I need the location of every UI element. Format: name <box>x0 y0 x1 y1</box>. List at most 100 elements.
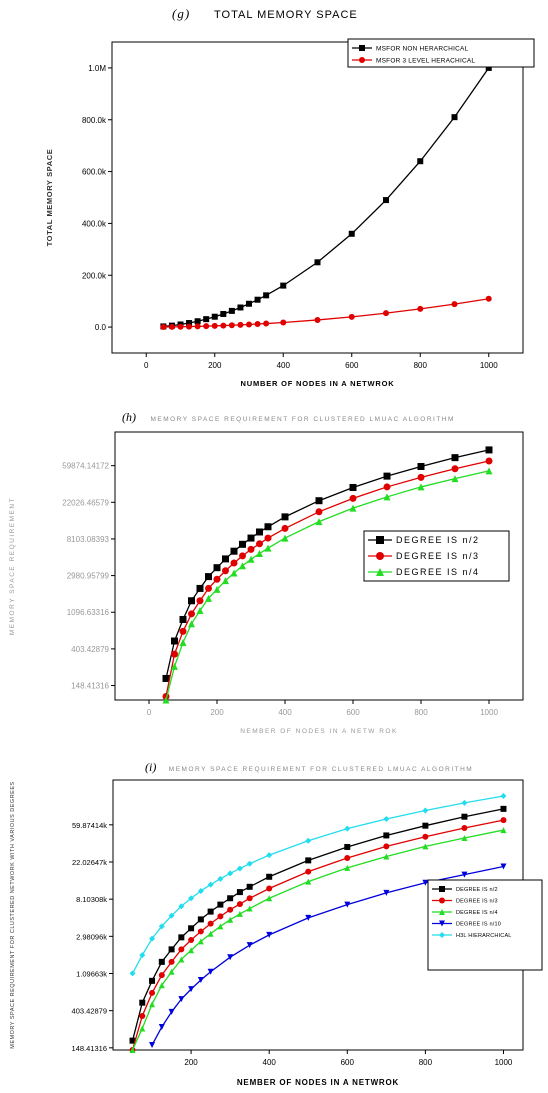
data-point-4 <box>383 889 390 896</box>
data-point-1 <box>162 674 170 682</box>
legend-marker <box>439 897 445 904</box>
data-point-2 <box>186 323 193 330</box>
data-point-1 <box>263 292 270 299</box>
data-point-3 <box>149 1001 156 1008</box>
data-point-5 <box>139 952 146 959</box>
y-tick-label: 1.0M <box>88 64 106 73</box>
data-point-3 <box>179 639 187 647</box>
x-axis-label: NEMBER OF NODES IN A NETW ROK <box>240 728 398 735</box>
data-point-2 <box>237 321 244 328</box>
data-point-1 <box>203 316 210 323</box>
data-point-1 <box>417 158 424 165</box>
data-point-1 <box>222 555 229 563</box>
y-tick-label: 800.0k <box>82 116 107 125</box>
chart-h: 0 200 400 600 800 1000 148.41316 403.42879 1096.… <box>9 431 524 735</box>
data-point-3 <box>281 534 289 542</box>
data-point-1 <box>246 300 252 307</box>
data-point-2 <box>383 310 389 317</box>
data-point-2 <box>314 316 321 323</box>
data-point-2 <box>230 559 238 567</box>
panel-i-title: (i) MEMORY SPACE REQUIREMENT FOR CLUSTER… <box>145 758 545 776</box>
legend-label: DEGREE IS n/4 <box>456 910 498 916</box>
y-tick-label: 0.0 <box>95 323 107 332</box>
data-point-3 <box>383 853 390 860</box>
data-point-1 <box>256 528 263 536</box>
data-point-3 <box>256 549 263 557</box>
data-point-3 <box>207 930 214 937</box>
data-point-1 <box>228 307 235 314</box>
legend-box <box>347 38 535 68</box>
data-point-2 <box>171 650 178 658</box>
data-point-1 <box>247 534 255 542</box>
data-point-1 <box>139 999 146 1006</box>
data-point-1 <box>246 883 253 890</box>
legend-label: DEGREE IS n/2 <box>456 887 498 893</box>
x-tick-label: 0 <box>144 361 149 370</box>
legend-marker <box>376 536 384 544</box>
data-point-1 <box>383 832 390 839</box>
panel-i-tag: (i) <box>145 760 157 774</box>
data-point-2 <box>485 295 492 302</box>
data-point-3 <box>213 585 221 593</box>
data-point-2 <box>417 305 424 312</box>
data-point-2 <box>217 913 224 920</box>
data-point-2 <box>227 906 234 913</box>
y-tick-label: 403.42879 <box>71 645 109 654</box>
data-point-2 <box>280 319 287 326</box>
series-line-3 <box>131 829 504 1051</box>
data-point-5 <box>197 887 204 894</box>
data-point-1 <box>197 916 204 923</box>
legend-marker <box>359 57 365 63</box>
data-point-3 <box>197 938 204 945</box>
data-point-2 <box>417 473 425 481</box>
data-point-2 <box>178 946 185 953</box>
x-axis-label: NEMBER OF NODES IN A NETWROK <box>237 1078 399 1087</box>
x-tick-label: 200 <box>210 708 224 717</box>
x-tick-label: 400 <box>278 708 292 717</box>
y-tick-label: 8.10308k <box>76 895 107 904</box>
data-point-5 <box>129 970 136 977</box>
data-point-2 <box>228 322 235 329</box>
data-point-4 <box>188 986 195 993</box>
data-point-5 <box>246 860 253 867</box>
y-tick-label: 600.0k <box>82 168 107 177</box>
legend-label: DEGREE IS n/3 <box>396 551 480 561</box>
y-tick-label: 2.98096k <box>76 932 107 941</box>
data-point-5 <box>207 881 214 888</box>
y-tick-label: 148.41316 <box>72 1044 107 1053</box>
data-point-1 <box>417 463 425 471</box>
y-tick-label: 22.02647k <box>72 858 107 867</box>
data-point-1 <box>188 925 195 932</box>
data-point-2 <box>383 843 390 850</box>
data-point-1 <box>348 230 355 237</box>
legend-label: MSFOR NON HERARCHICAL <box>376 45 469 52</box>
data-point-4 <box>197 977 204 984</box>
data-point-2 <box>247 545 255 553</box>
data-point-3 <box>129 1047 136 1053</box>
data-point-2 <box>196 597 204 605</box>
legend-label: DEGREE IS n/10 <box>456 921 501 927</box>
data-point-4 <box>461 871 468 878</box>
data-point-2 <box>256 540 263 548</box>
data-point-1 <box>500 805 507 812</box>
data-point-2 <box>168 958 175 965</box>
series-line-5 <box>131 795 504 974</box>
data-point-2 <box>203 323 210 330</box>
data-point-1 <box>383 472 391 480</box>
data-point-2 <box>213 575 221 583</box>
data-point-4 <box>178 996 185 1003</box>
data-point-3 <box>171 662 178 670</box>
chart-g: 0 200 400 600 800 1000 0.0 200.0k 400.0k 600.0k 80… <box>45 38 535 388</box>
legend-marker <box>359 45 365 51</box>
data-point-1 <box>236 889 243 896</box>
data-point-2 <box>158 972 165 979</box>
panel-g-tag: (g) <box>172 6 191 21</box>
data-point-1 <box>266 873 273 880</box>
plot-frame-g <box>111 41 524 354</box>
data-point-2 <box>194 323 201 330</box>
data-point-1 <box>305 857 312 864</box>
x-tick-label: 800 <box>414 361 428 370</box>
y-tick-label: 59.87414k <box>72 821 107 830</box>
data-point-2 <box>197 928 204 935</box>
